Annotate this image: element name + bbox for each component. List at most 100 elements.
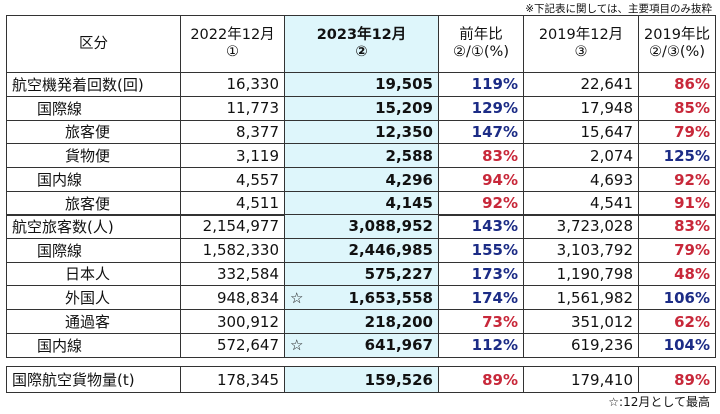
- table-row: 通過客 300,912 218,200 73% 351,012 62%: [6, 309, 716, 334]
- value-2023: ☆ 641,967: [284, 332, 439, 358]
- value-2023-text: 15,209: [375, 99, 433, 118]
- yoy-ratio: 92%: [438, 190, 524, 216]
- value-2022: 948,834: [180, 285, 285, 311]
- table-section-flights: 区分 2022年12月 ① 2023年12月 ② 前年比 ②/①(%) 2019年12…: [6, 15, 716, 216]
- yoy-ratio: 119%: [438, 72, 524, 97]
- vs2019-ratio: 91%: [638, 190, 716, 216]
- value-2023-text: 2,446,985: [348, 241, 433, 260]
- yoy-ratio: 174%: [438, 285, 524, 311]
- row-label: 国際航空貨物量(t): [6, 366, 181, 393]
- vs2019-ratio: 85%: [638, 95, 716, 121]
- table-row: 国際線 1,582,330 2,446,985 155% 3,103,792 79%: [6, 237, 716, 263]
- yoy-ratio: 112%: [438, 332, 524, 358]
- table-row: 旅客便 4,511 4,145 92% 4,541 91%: [6, 190, 716, 216]
- header-2019: 2019年12月 ③: [523, 15, 639, 73]
- header-row: 区分 2022年12月 ① 2023年12月 ② 前年比 ②/①(%) 2019年12…: [6, 15, 716, 73]
- value-2022: 4,511: [180, 190, 285, 216]
- yoy-ratio: 83%: [438, 143, 524, 169]
- table-row: 日本人 332,584 575,227 173% 1,190,798 48%: [6, 261, 716, 287]
- value-2023-text: 3,088,952: [348, 217, 433, 236]
- value-2023: 4,296: [284, 167, 439, 192]
- value-2022: 8,377: [180, 119, 285, 145]
- value-2022: 4,557: [180, 167, 285, 192]
- value-2023-text: 159,526: [364, 370, 433, 389]
- value-2023-text: 2,588: [385, 146, 433, 165]
- vs2019-ratio: 106%: [638, 285, 716, 311]
- record-star-icon: ☆: [290, 288, 304, 307]
- row-label: 旅客便: [6, 119, 181, 145]
- row-label: 通過客: [6, 309, 181, 334]
- table-row: 航空機発着回数(回) 16,330 19,505 119% 22,641 86%: [6, 72, 716, 97]
- yoy-ratio: 89%: [438, 366, 524, 393]
- value-2022: 300,912: [180, 309, 285, 334]
- row-label: 貨物便: [6, 143, 181, 169]
- table-row: 旅客便 8,377 12,350 147% 15,647 79%: [6, 119, 716, 145]
- vs2019-ratio: 86%: [638, 72, 716, 97]
- value-2023-text: 19,505: [375, 75, 433, 94]
- row-label: 国内線: [6, 167, 181, 192]
- yoy-ratio: 143%: [438, 214, 524, 239]
- value-2023: 218,200: [284, 309, 439, 334]
- table-row: 国内線 572,647 ☆ 641,967 112% 619,236 104%: [6, 332, 716, 358]
- header-yoy: 前年比 ②/①(%): [438, 15, 524, 73]
- value-2019: 2,074: [523, 143, 639, 169]
- vs2019-ratio: 89%: [638, 366, 716, 393]
- table-row: 国際線 11,773 15,209 129% 17,948 85%: [6, 95, 716, 121]
- vs2019-ratio: 83%: [638, 214, 716, 239]
- value-2023: 12,350: [284, 119, 439, 145]
- value-2019: 17,948: [523, 95, 639, 121]
- row-label: 日本人: [6, 261, 181, 287]
- value-2019: 3,103,792: [523, 237, 639, 263]
- value-2023: 2,588: [284, 143, 439, 169]
- value-2023: 3,088,952: [284, 214, 439, 239]
- row-label: 国内線: [6, 332, 181, 358]
- value-2023: 159,526: [284, 366, 439, 393]
- value-2022: 3,119: [180, 143, 285, 169]
- value-2023-text: 12,350: [375, 122, 433, 141]
- vs2019-ratio: 104%: [638, 332, 716, 358]
- row-label: 航空旅客数(人): [6, 214, 181, 239]
- note-bottom: ☆:12月として最高: [608, 395, 710, 409]
- value-2019: 1,190,798: [523, 261, 639, 287]
- value-2022: 11,773: [180, 95, 285, 121]
- table-row: 貨物便 3,119 2,588 83% 2,074 125%: [6, 143, 716, 169]
- note-top: ※下記表に関しては、主要項目のみ抜粋: [525, 3, 712, 15]
- value-2023: 575,227: [284, 261, 439, 287]
- header-2023: 2023年12月 ②: [284, 15, 439, 73]
- value-2019: 351,012: [523, 309, 639, 334]
- value-2022: 1,582,330: [180, 237, 285, 263]
- value-2023-text: 575,227: [364, 264, 433, 283]
- value-2023: 15,209: [284, 95, 439, 121]
- value-2019: 179,410: [523, 366, 639, 393]
- vs2019-ratio: 48%: [638, 261, 716, 287]
- value-2019: 15,647: [523, 119, 639, 145]
- row-label: 国際線: [6, 95, 181, 121]
- yoy-ratio: 173%: [438, 261, 524, 287]
- vs2019-ratio: 125%: [638, 143, 716, 169]
- row-label: 航空機発着回数(回): [6, 72, 181, 97]
- table-section-cargo: 国際航空貨物量(t) 178,345 159,526 89% 179,410 89%: [6, 366, 716, 393]
- vs2019-ratio: 62%: [638, 309, 716, 334]
- value-2019: 619,236: [523, 332, 639, 358]
- value-2023-text: 4,296: [385, 170, 433, 189]
- value-2019: 22,641: [523, 72, 639, 97]
- value-2023-text: 218,200: [364, 312, 433, 331]
- yoy-ratio: 94%: [438, 167, 524, 192]
- value-2022: 178,345: [180, 366, 285, 393]
- value-2023-text: 641,967: [364, 336, 433, 355]
- table-row: 国内線 4,557 4,296 94% 4,693 92%: [6, 167, 716, 192]
- row-label: 国際線: [6, 237, 181, 263]
- table-row: 航空旅客数(人) 2,154,977 3,088,952 143% 3,723,028 8…: [6, 214, 716, 239]
- header-category: 区分: [6, 15, 181, 73]
- value-2023: 2,446,985: [284, 237, 439, 263]
- row-label: 旅客便: [6, 190, 181, 216]
- header-2022: 2022年12月 ①: [180, 15, 285, 73]
- vs2019-ratio: 79%: [638, 119, 716, 145]
- table-row: 国際航空貨物量(t) 178,345 159,526 89% 179,410 89%: [6, 366, 716, 393]
- header-vs2019: 2019年比 ②/③(%): [638, 15, 716, 73]
- record-star-icon: ☆: [290, 336, 304, 355]
- value-2023-text: 4,145: [385, 194, 433, 213]
- value-2019: 4,541: [523, 190, 639, 216]
- vs2019-ratio: 79%: [638, 237, 716, 263]
- value-2019: 1,561,982: [523, 285, 639, 311]
